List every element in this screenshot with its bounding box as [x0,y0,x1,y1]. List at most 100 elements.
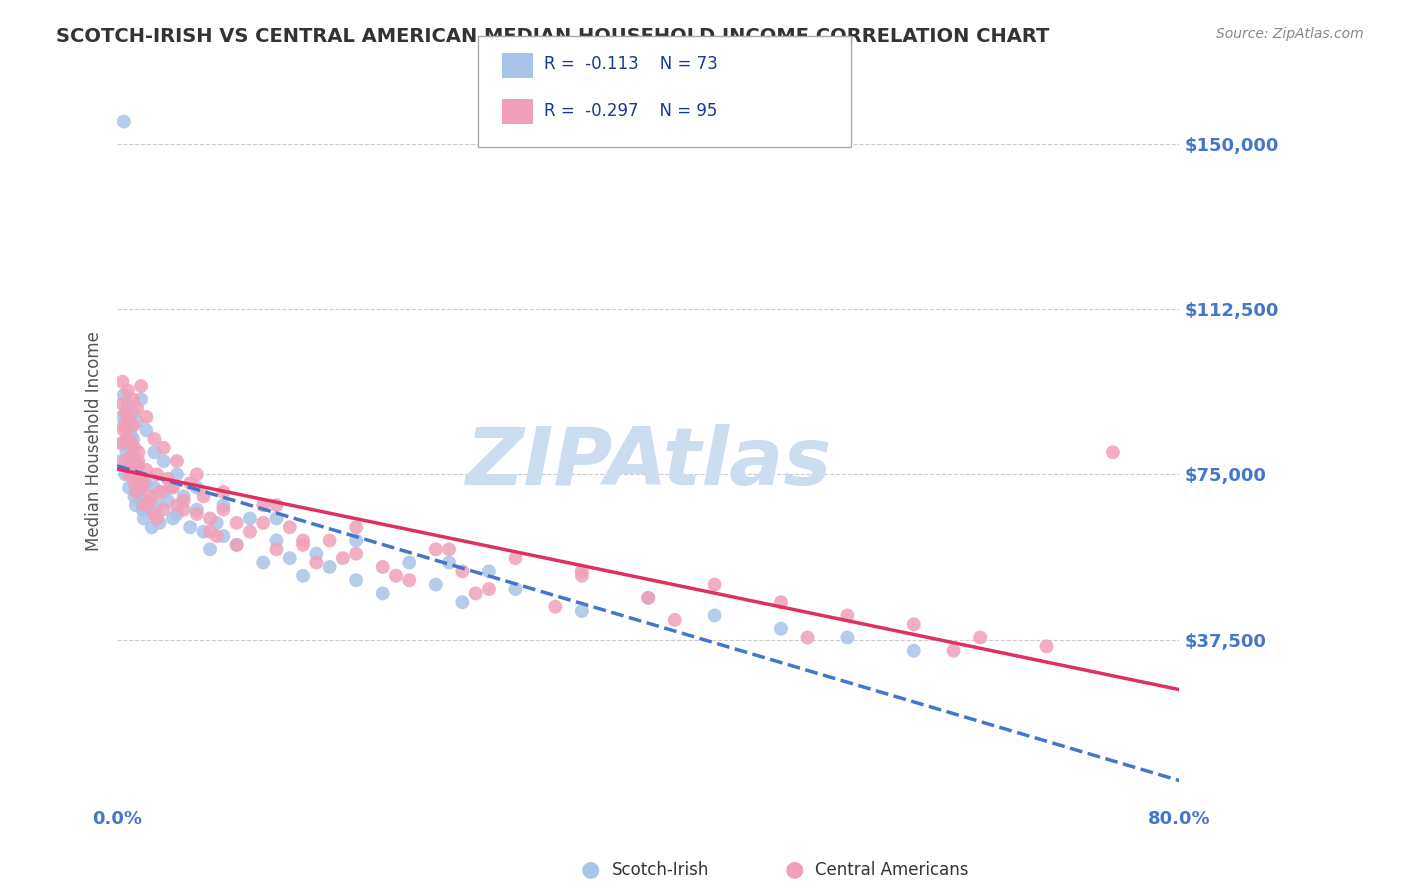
Point [117,397,139,411]
Point [173,502,195,516]
Point [166,498,188,512]
Point [128,472,150,486]
Point [111,409,134,424]
Point [122,392,145,407]
Point [437,542,460,557]
Point [179,476,201,491]
Point [115,445,138,459]
Point [135,463,157,477]
Point [266,498,288,512]
Point [252,556,274,570]
Point [371,586,394,600]
Point [344,547,367,561]
Point [1035,640,1057,654]
Point [186,502,208,516]
Point [146,467,169,482]
Point [344,533,367,548]
Point [571,568,593,582]
Point [332,551,354,566]
Point [120,450,142,464]
Point [129,392,152,407]
Point [112,114,135,128]
Point [252,516,274,530]
Point [571,604,593,618]
Point [129,481,152,495]
Point [266,542,288,557]
Point [179,520,201,534]
Point [305,556,328,570]
Point [152,502,174,516]
Point [769,622,792,636]
Point [205,516,228,530]
Point [173,489,195,503]
Point [451,595,474,609]
Point [371,560,394,574]
Text: Scotch-Irish: Scotch-Irish [612,861,709,879]
Point [166,507,188,521]
Point [451,565,474,579]
Point [478,582,501,596]
Point [143,481,166,495]
Point [139,493,162,508]
Point [166,454,188,468]
Point [135,423,157,437]
Point [112,388,135,402]
Point [193,524,215,539]
Point [117,384,139,398]
Point [198,511,221,525]
Point [398,556,420,570]
Point [225,538,247,552]
Point [122,406,145,420]
Point [152,454,174,468]
Text: SCOTCH-IRISH VS CENTRAL AMERICAN MEDIAN HOUSEHOLD INCOME CORRELATION CHART: SCOTCH-IRISH VS CENTRAL AMERICAN MEDIAN … [56,27,1050,45]
Point [127,454,149,468]
Point [344,573,367,587]
Point [143,507,166,521]
Text: R =  -0.297    N = 95: R = -0.297 N = 95 [544,102,717,120]
Point [114,418,136,433]
Point [127,458,149,473]
Point [111,397,134,411]
Point [942,644,965,658]
Point [125,498,148,512]
Point [796,631,818,645]
Point [292,568,315,582]
Point [112,418,135,433]
Point [703,608,725,623]
Point [120,427,142,442]
Y-axis label: Median Household Income: Median Household Income [86,331,103,551]
Point [118,467,141,482]
Point [124,489,146,503]
Point [198,524,221,539]
Point [128,485,150,500]
Point [156,493,179,508]
Point [149,485,172,500]
Point [115,432,138,446]
Point [131,502,153,516]
Point [385,568,408,582]
Point [903,617,925,632]
Point [127,458,149,473]
Point [292,538,315,552]
Text: Source: ZipAtlas.com: Source: ZipAtlas.com [1216,27,1364,41]
Point [125,485,148,500]
Point [212,529,235,543]
Point [969,631,991,645]
Point [173,493,195,508]
Point [146,511,169,525]
Point [425,542,447,557]
Point [127,401,149,416]
Point [344,520,367,534]
Point [114,454,136,468]
Point [252,498,274,512]
Point [159,481,181,495]
Point [141,520,163,534]
Point [664,613,686,627]
Point [305,547,328,561]
Text: R =  -0.113    N = 73: R = -0.113 N = 73 [544,55,718,73]
Point [120,414,142,428]
Point [769,595,792,609]
Point [225,538,247,552]
Point [186,507,208,521]
Point [139,489,162,503]
